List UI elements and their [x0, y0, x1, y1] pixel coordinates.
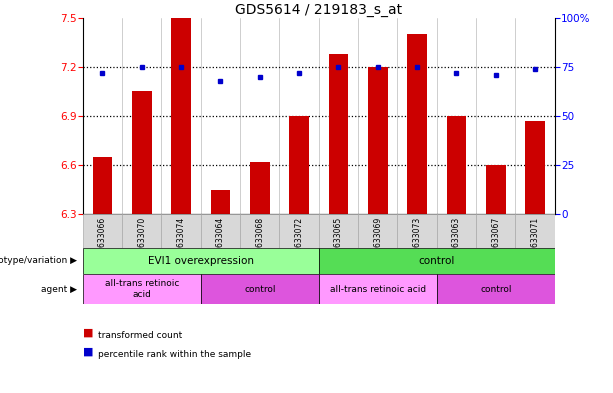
Bar — [201, 274, 319, 304]
Bar — [93, 157, 112, 214]
Text: ■: ■ — [83, 327, 97, 337]
Bar — [407, 34, 427, 214]
Bar — [397, 214, 436, 248]
Bar — [319, 214, 358, 248]
Text: GSM1633063: GSM1633063 — [452, 217, 461, 268]
Bar — [319, 274, 436, 304]
Text: control: control — [480, 285, 511, 294]
Bar — [240, 214, 280, 248]
Bar — [280, 214, 319, 248]
Bar — [368, 67, 387, 214]
Bar — [525, 121, 545, 214]
Text: EVI1 overexpression: EVI1 overexpression — [148, 256, 254, 266]
Text: all-trans retinoic acid: all-trans retinoic acid — [330, 285, 426, 294]
Bar — [358, 214, 397, 248]
Text: GSM1633070: GSM1633070 — [137, 217, 147, 268]
Bar — [83, 214, 122, 248]
Text: GSM1633065: GSM1633065 — [334, 217, 343, 268]
Bar — [516, 214, 555, 248]
Bar — [447, 116, 466, 214]
Bar — [486, 165, 506, 214]
Title: GDS5614 / 219183_s_at: GDS5614 / 219183_s_at — [235, 3, 402, 17]
Bar — [171, 18, 191, 214]
Bar — [436, 274, 555, 304]
Text: GSM1633071: GSM1633071 — [531, 217, 539, 268]
Bar — [319, 248, 555, 274]
Text: GSM1633067: GSM1633067 — [491, 217, 500, 268]
Bar — [83, 248, 319, 274]
Text: GSM1633069: GSM1633069 — [373, 217, 383, 268]
Text: GSM1633072: GSM1633072 — [295, 217, 303, 268]
Bar — [201, 214, 240, 248]
Text: control: control — [244, 285, 275, 294]
Text: GSM1633073: GSM1633073 — [413, 217, 422, 268]
Text: percentile rank within the sample: percentile rank within the sample — [98, 351, 251, 359]
Bar — [83, 274, 201, 304]
Text: all-trans retinoic
acid: all-trans retinoic acid — [105, 279, 179, 299]
Text: agent ▶: agent ▶ — [40, 285, 77, 294]
Bar — [122, 214, 161, 248]
Text: GSM1633068: GSM1633068 — [255, 217, 264, 268]
Bar — [211, 189, 230, 214]
Text: GSM1633074: GSM1633074 — [177, 217, 186, 268]
Bar — [289, 116, 309, 214]
Text: genotype/variation ▶: genotype/variation ▶ — [0, 257, 77, 265]
Text: ■: ■ — [83, 347, 97, 357]
Bar — [329, 54, 348, 214]
Bar — [476, 214, 516, 248]
Bar — [132, 91, 151, 214]
Text: transformed count: transformed count — [98, 331, 182, 340]
Bar — [161, 214, 201, 248]
Text: GSM1633066: GSM1633066 — [98, 217, 107, 268]
Text: control: control — [419, 256, 455, 266]
Bar — [250, 162, 270, 214]
Text: GSM1633064: GSM1633064 — [216, 217, 225, 268]
Bar — [436, 214, 476, 248]
